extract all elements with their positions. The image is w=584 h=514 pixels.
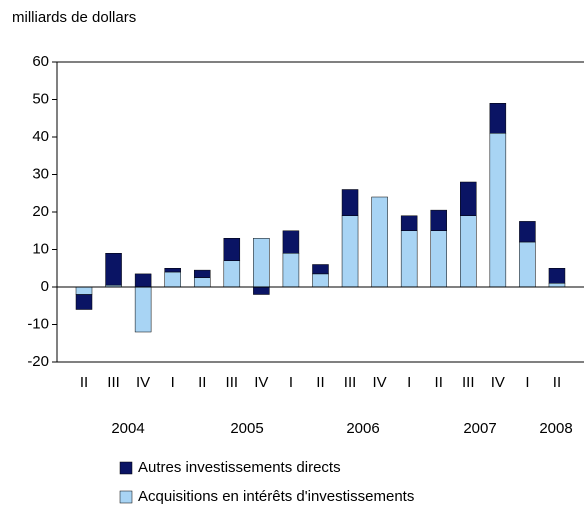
bar-segment xyxy=(341,189,359,216)
bar-segment xyxy=(430,230,447,288)
bar-segment xyxy=(371,196,388,288)
x-tick-label: IV xyxy=(373,374,387,391)
y-tick-label: 10 xyxy=(32,240,49,257)
y-tick-label: 50 xyxy=(32,90,49,107)
x-tick-label: I xyxy=(289,374,293,391)
bar-segment xyxy=(460,181,477,216)
x-tick-label: III xyxy=(107,374,120,391)
bar-segment xyxy=(489,133,507,288)
bar-segment xyxy=(430,209,447,231)
y-tick-label: -10 xyxy=(27,315,49,332)
x-tick-label: I xyxy=(525,374,529,391)
bar-segment xyxy=(460,215,477,288)
y-tick-label: 30 xyxy=(32,165,49,182)
bar-segment xyxy=(253,238,270,288)
bar-segment xyxy=(223,260,241,288)
x-tick-label: I xyxy=(171,374,175,391)
bar-segment xyxy=(75,294,93,310)
x-tick-label: II xyxy=(435,374,443,391)
year-label: 2004 xyxy=(111,420,144,437)
legend-label: Acquisitions en intérêts d'investissemen… xyxy=(138,488,414,505)
y-tick-label: 20 xyxy=(32,203,49,220)
bar-segment xyxy=(400,230,418,288)
y-tick-label: 60 xyxy=(32,53,49,70)
year-label: 2008 xyxy=(539,420,572,437)
bar-segment xyxy=(282,253,300,288)
bar-segment xyxy=(400,215,418,231)
bar-segment xyxy=(193,277,211,288)
x-tick-label: IV xyxy=(136,374,150,391)
bar-segment xyxy=(164,271,181,288)
x-tick-label: III xyxy=(344,374,357,391)
x-tick-label: II xyxy=(316,374,324,391)
x-tick-label: III xyxy=(226,374,239,391)
year-label: 2005 xyxy=(230,420,263,437)
bar-segment xyxy=(548,283,566,288)
bar-segment xyxy=(105,253,122,286)
x-tick-label: I xyxy=(407,374,411,391)
bar-segment xyxy=(519,241,536,288)
y-tick-label: 40 xyxy=(32,128,49,145)
x-tick-label: IV xyxy=(254,374,268,391)
legend-swatch xyxy=(119,490,133,504)
y-tick-label: -20 xyxy=(27,353,49,370)
bar-segment xyxy=(193,269,211,278)
bar-segment xyxy=(75,286,93,295)
x-tick-label: IV xyxy=(491,374,505,391)
x-tick-label: II xyxy=(80,374,88,391)
bar-segment xyxy=(253,286,270,295)
bar-segment xyxy=(312,273,329,288)
x-tick-label: III xyxy=(462,374,475,391)
bar-segment xyxy=(223,238,241,261)
bar-segment xyxy=(134,273,152,288)
bar-segment xyxy=(282,230,300,254)
legend-label: Autres investissements directs xyxy=(138,459,341,476)
bar-segment xyxy=(164,268,181,273)
axis-label: milliards de dollars xyxy=(12,9,136,26)
bar-segment xyxy=(489,103,507,134)
legend-swatch xyxy=(119,461,133,475)
bar-segment xyxy=(548,268,566,284)
bar-segment xyxy=(519,221,536,243)
year-label: 2006 xyxy=(346,420,379,437)
year-label: 2007 xyxy=(463,420,496,437)
bar-segment xyxy=(134,286,152,333)
x-tick-label: II xyxy=(553,374,561,391)
x-tick-label: II xyxy=(198,374,206,391)
bar-segment xyxy=(341,215,359,288)
bar-segment xyxy=(312,264,329,275)
y-tick-label: 0 xyxy=(41,278,49,295)
